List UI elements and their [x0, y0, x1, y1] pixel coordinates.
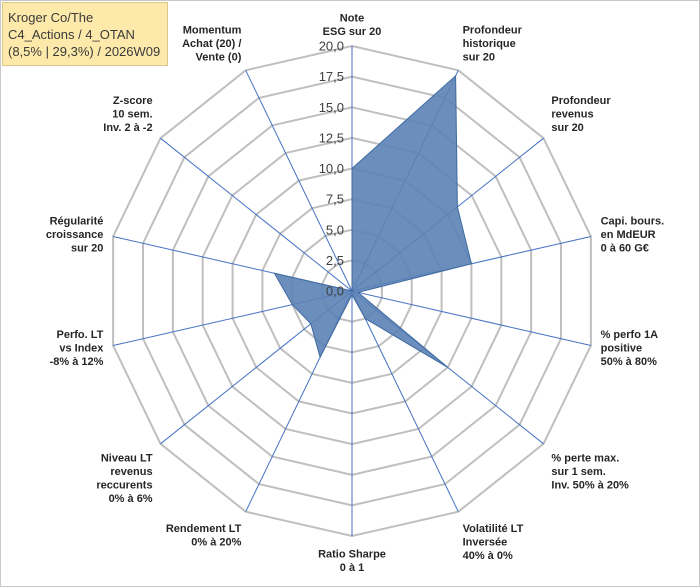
axis-label-line: Régularité: [50, 216, 104, 228]
axis-label-line: vs Index: [59, 343, 104, 355]
axis-spoke: [160, 137, 353, 292]
tick-label: 0,0: [326, 284, 344, 299]
info-metrics: (8,5% | 29,3%) / 2026W09: [8, 44, 161, 59]
info-box: Kroger Co/The C4_Actions / 4_OTAN (8,5% …: [2, 2, 168, 66]
info-category: C4_Actions / 4_OTAN: [8, 27, 135, 42]
axis-label-line: % perfo 1A: [601, 329, 659, 341]
axis-label-13: Momentum Achat (20) /Vente (0): [182, 24, 242, 63]
axis-label-line: revenus: [110, 466, 152, 478]
axis-label-line: Ratio Sharpe: [318, 549, 386, 561]
tick-label: 2,5: [326, 253, 344, 268]
axis-label-line: sur 20: [551, 122, 583, 134]
axis-label-line: Note: [340, 13, 364, 25]
tick-label: 17,5: [319, 69, 344, 84]
axis-label-line: Perfo. LT: [57, 329, 104, 341]
tick-label: 10,0: [319, 161, 344, 176]
axis-label-8: Rendement LT 0% à 20%: [166, 523, 242, 549]
axis-label-line: Profondeur: [463, 24, 523, 36]
axis-spoke: [351, 290, 459, 512]
axis-label-line: Z-score: [113, 95, 153, 107]
axis-label-line: % perte max.: [551, 453, 619, 465]
axis-label-line: historique: [463, 38, 516, 50]
axis-label-line: sur 20: [463, 51, 495, 63]
axis-label-line: Vente (0): [196, 51, 242, 63]
tick-label: 20,0: [319, 39, 344, 54]
series-layer: [273, 74, 473, 368]
axis-label-line: Capi. bours.: [601, 216, 665, 228]
axis-label-line: sur 20: [71, 243, 103, 255]
axis-label-line: 10 sem.: [112, 109, 152, 121]
axis-label-line: ESG sur 20: [323, 26, 382, 38]
axis-label-line: 0% à 6%: [109, 493, 153, 505]
axis-label-line: positive: [601, 343, 643, 355]
axis-label-3: Capi. bours.en MdEUR 0 à 60 G€: [601, 216, 665, 255]
info-company: Kroger Co/The: [8, 10, 94, 25]
axis-label-line: Niveau LT: [101, 453, 153, 465]
axis-label-line: Rendement LT: [166, 523, 242, 535]
axis-label-line: Inversée: [463, 537, 508, 549]
axis-label-line: 0% à 20%: [191, 537, 241, 549]
axis-label-line: en MdEUR: [601, 229, 656, 241]
axis-label-line: -8% à 12%: [50, 356, 104, 368]
axis-label-line: croissance: [46, 229, 103, 241]
axis-label-line: sur 1 sem.: [551, 466, 605, 478]
axis-label-line: Momentum: [183, 24, 242, 36]
axis-label-line: Inv. 50% à 20%: [551, 480, 629, 492]
axis-label-line: 40% à 0%: [463, 550, 513, 562]
axis-spoke: [245, 70, 353, 292]
axis-label-line: 0 à 1: [340, 562, 364, 574]
axis-label-12: Z-score 10 sem.Inv. 2 à -2: [103, 95, 152, 134]
axis-label-line: Inv. 2 à -2: [103, 122, 152, 134]
axis-label-line: Achat (20) /: [182, 38, 241, 50]
series-area: [273, 74, 473, 368]
axis-spoke: [351, 290, 592, 346]
axis-label-line: reccurents: [96, 480, 152, 492]
tick-label: 7,5: [326, 192, 344, 207]
axis-label-10: Perfo. LT vs Index-8% à 12%: [50, 329, 105, 368]
axis-label-line: 50% à 80%: [601, 356, 657, 368]
axis-label-line: Volatilité LT: [463, 523, 524, 535]
tick-layer: 0,0 2,5 5,0 7,5 10,0 12,5 15,0 17,5 20,0: [319, 39, 344, 299]
tick-label: 12,5: [319, 130, 344, 145]
axis-label-line: Profondeur: [551, 95, 611, 107]
tick-label: 15,0: [319, 100, 344, 115]
axis-label-5: % perte max.sur 1 sem. Inv. 50% à 20%: [551, 453, 629, 492]
axis-label-line: revenus: [551, 109, 593, 121]
axis-label-line: 0 à 60 G€: [601, 243, 649, 255]
tick-label: 5,0: [326, 222, 344, 237]
